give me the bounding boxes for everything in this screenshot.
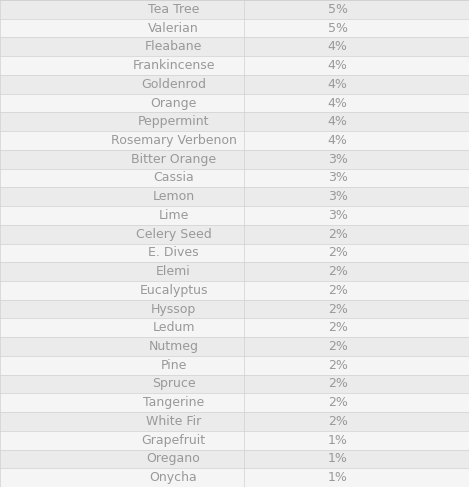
FancyBboxPatch shape	[0, 450, 469, 468]
FancyBboxPatch shape	[0, 318, 469, 337]
Text: Peppermint: Peppermint	[138, 115, 209, 128]
Text: 4%: 4%	[328, 59, 348, 72]
FancyBboxPatch shape	[0, 94, 469, 112]
Text: 2%: 2%	[328, 321, 348, 334]
FancyBboxPatch shape	[0, 262, 469, 281]
FancyBboxPatch shape	[0, 37, 469, 56]
Text: Bitter Orange: Bitter Orange	[131, 153, 216, 166]
Text: 2%: 2%	[328, 265, 348, 278]
FancyBboxPatch shape	[0, 337, 469, 356]
FancyBboxPatch shape	[0, 393, 469, 412]
Text: 2%: 2%	[328, 302, 348, 316]
FancyBboxPatch shape	[0, 300, 469, 318]
Text: Grapefruit: Grapefruit	[142, 433, 205, 447]
FancyBboxPatch shape	[0, 187, 469, 206]
Text: 3%: 3%	[328, 153, 348, 166]
Text: 5%: 5%	[328, 3, 348, 16]
Text: 3%: 3%	[328, 171, 348, 185]
Text: Pine: Pine	[160, 359, 187, 372]
Text: White Fir: White Fir	[146, 415, 201, 428]
Text: Onycha: Onycha	[150, 471, 197, 484]
Text: Goldenrod: Goldenrod	[141, 78, 206, 91]
FancyBboxPatch shape	[0, 431, 469, 450]
FancyBboxPatch shape	[0, 206, 469, 225]
Text: Tangerine: Tangerine	[143, 396, 204, 409]
FancyBboxPatch shape	[0, 131, 469, 150]
Text: 4%: 4%	[328, 96, 348, 110]
Text: 2%: 2%	[328, 340, 348, 353]
Text: Lemon: Lemon	[152, 190, 195, 203]
FancyBboxPatch shape	[0, 356, 469, 375]
Text: Eucalyptus: Eucalyptus	[139, 284, 208, 297]
Text: 2%: 2%	[328, 227, 348, 241]
FancyBboxPatch shape	[0, 0, 469, 19]
Text: Ledum: Ledum	[152, 321, 195, 334]
FancyBboxPatch shape	[0, 150, 469, 169]
Text: 4%: 4%	[328, 78, 348, 91]
Text: E. Dives: E. Dives	[148, 246, 199, 260]
FancyBboxPatch shape	[0, 169, 469, 187]
Text: 1%: 1%	[328, 452, 348, 466]
Text: Fleabane: Fleabane	[145, 40, 202, 54]
FancyBboxPatch shape	[0, 225, 469, 244]
Text: Oregano: Oregano	[147, 452, 200, 466]
Text: Lime: Lime	[159, 209, 189, 222]
Text: 3%: 3%	[328, 209, 348, 222]
FancyBboxPatch shape	[0, 375, 469, 393]
Text: Hyssop: Hyssop	[151, 302, 196, 316]
Text: 5%: 5%	[328, 21, 348, 35]
FancyBboxPatch shape	[0, 56, 469, 75]
Text: 4%: 4%	[328, 115, 348, 128]
Text: 2%: 2%	[328, 415, 348, 428]
Text: 2%: 2%	[328, 284, 348, 297]
Text: 2%: 2%	[328, 377, 348, 391]
Text: 3%: 3%	[328, 190, 348, 203]
FancyBboxPatch shape	[0, 281, 469, 300]
FancyBboxPatch shape	[0, 19, 469, 37]
FancyBboxPatch shape	[0, 468, 469, 487]
Text: 2%: 2%	[328, 246, 348, 260]
Text: Elemi: Elemi	[156, 265, 191, 278]
Text: Frankincense: Frankincense	[132, 59, 215, 72]
FancyBboxPatch shape	[0, 75, 469, 94]
Text: Celery Seed: Celery Seed	[136, 227, 212, 241]
Text: 1%: 1%	[328, 433, 348, 447]
Text: 2%: 2%	[328, 396, 348, 409]
FancyBboxPatch shape	[0, 244, 469, 262]
Text: Tea Tree: Tea Tree	[148, 3, 199, 16]
FancyBboxPatch shape	[0, 412, 469, 431]
Text: Valerian: Valerian	[148, 21, 199, 35]
Text: 4%: 4%	[328, 40, 348, 54]
Text: Cassia: Cassia	[153, 171, 194, 185]
Text: Nutmeg: Nutmeg	[149, 340, 198, 353]
Text: Orange: Orange	[151, 96, 197, 110]
Text: 1%: 1%	[328, 471, 348, 484]
FancyBboxPatch shape	[0, 112, 469, 131]
Text: Spruce: Spruce	[151, 377, 196, 391]
Text: 2%: 2%	[328, 359, 348, 372]
Text: 4%: 4%	[328, 134, 348, 147]
Text: Rosemary Verbenon: Rosemary Verbenon	[111, 134, 236, 147]
